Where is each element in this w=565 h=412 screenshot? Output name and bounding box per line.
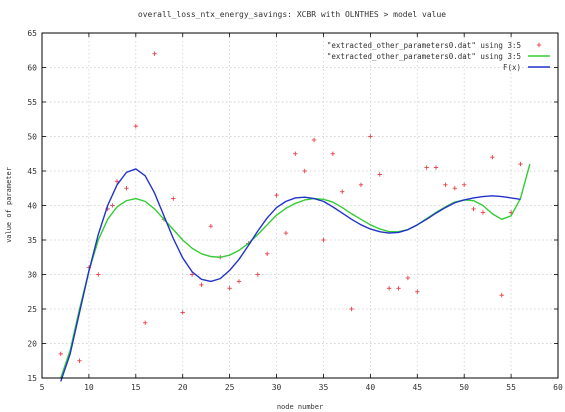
x-tick-label: 5 xyxy=(40,383,45,392)
data-point xyxy=(433,165,439,170)
data-point xyxy=(499,293,504,298)
plot-area xyxy=(58,51,531,382)
legend-entry-label: "extracted_other_parameters0.dat" using … xyxy=(327,41,521,50)
y-axis-label: value of parameter xyxy=(5,167,13,243)
data-point xyxy=(189,272,195,277)
legend-entry-label: "extracted_other_parameters0.dat" using … xyxy=(327,52,521,61)
data-point xyxy=(340,189,345,194)
data-point xyxy=(274,192,279,198)
data-point xyxy=(302,168,307,174)
data-point xyxy=(110,203,115,208)
x-tick-label: 45 xyxy=(412,383,422,392)
x-tick-label: 10 xyxy=(84,383,94,392)
y-tick-label: 15 xyxy=(27,374,37,383)
legend: "extracted_other_parameters0.dat" using … xyxy=(327,41,550,72)
series-line xyxy=(60,163,531,379)
data-point xyxy=(405,275,411,281)
data-point xyxy=(114,179,120,184)
y-tick-label: 55 xyxy=(27,98,37,107)
y-tick-label: 50 xyxy=(27,133,37,142)
chart-title: overall_loss_ntx_energy_savings: XCBR wi… xyxy=(138,10,446,19)
legend-marker xyxy=(536,42,542,48)
x-tick-label: 60 xyxy=(553,383,563,392)
grid xyxy=(42,33,558,378)
y-tick-label: 60 xyxy=(27,64,37,73)
y-tick-label: 30 xyxy=(27,271,37,280)
data-point xyxy=(377,172,382,177)
series-3 xyxy=(60,168,521,382)
data-point xyxy=(415,289,420,294)
series-line xyxy=(60,168,521,382)
x-tick-label: 30 xyxy=(272,383,282,392)
data-point xyxy=(124,186,129,191)
y-tick-label: 25 xyxy=(27,305,37,314)
data-point xyxy=(518,161,523,167)
data-point xyxy=(349,306,354,312)
data-point xyxy=(171,196,176,201)
legend-entry-label: F(x) xyxy=(503,63,521,72)
data-point xyxy=(358,182,364,187)
plot-frame xyxy=(41,32,559,379)
x-tick-label: 55 xyxy=(506,383,516,392)
y-tick-label: 45 xyxy=(27,167,37,176)
data-point xyxy=(293,151,298,156)
data-point xyxy=(386,286,392,291)
data-point xyxy=(180,310,185,315)
data-point xyxy=(283,230,289,236)
data-point xyxy=(133,123,139,129)
data-point xyxy=(311,137,317,143)
data-point xyxy=(330,151,336,156)
data-point xyxy=(321,237,326,243)
data-point xyxy=(471,206,476,212)
data-point xyxy=(480,210,486,215)
data-point xyxy=(152,51,157,56)
data-point xyxy=(255,272,260,277)
data-point xyxy=(461,182,467,187)
data-point xyxy=(452,186,457,191)
x-tick-label: 20 xyxy=(178,383,188,392)
x-tick-label: 50 xyxy=(459,383,469,392)
series-2 xyxy=(60,163,531,379)
data-point xyxy=(58,351,63,357)
data-point xyxy=(208,224,214,229)
data-point xyxy=(227,286,232,291)
data-point xyxy=(264,251,270,256)
x-tick-label: 35 xyxy=(319,383,329,392)
x-tick-label: 15 xyxy=(131,383,141,392)
data-point xyxy=(396,286,401,291)
series-1 xyxy=(58,51,523,363)
data-point xyxy=(143,320,148,325)
data-point xyxy=(490,155,495,160)
data-point xyxy=(199,282,204,288)
y-tick-label: 40 xyxy=(27,202,37,211)
data-point xyxy=(368,134,373,139)
data-point xyxy=(443,182,448,187)
data-point xyxy=(236,279,242,284)
y-tick-label: 65 xyxy=(27,29,37,38)
x-axis-label: node number xyxy=(277,403,323,411)
data-point xyxy=(96,272,101,277)
data-point xyxy=(77,358,82,363)
y-tick-label: 20 xyxy=(27,340,37,349)
x-tick-label: 40 xyxy=(366,383,376,392)
axis-ticks: 5 10 15 20 25 30 35 40 45 50 55 60 15 20 25 30 35 40 45 50 5… xyxy=(27,29,563,392)
x-tick-label: 25 xyxy=(225,383,235,392)
y-tick-label: 35 xyxy=(27,236,37,245)
data-point xyxy=(424,165,429,170)
